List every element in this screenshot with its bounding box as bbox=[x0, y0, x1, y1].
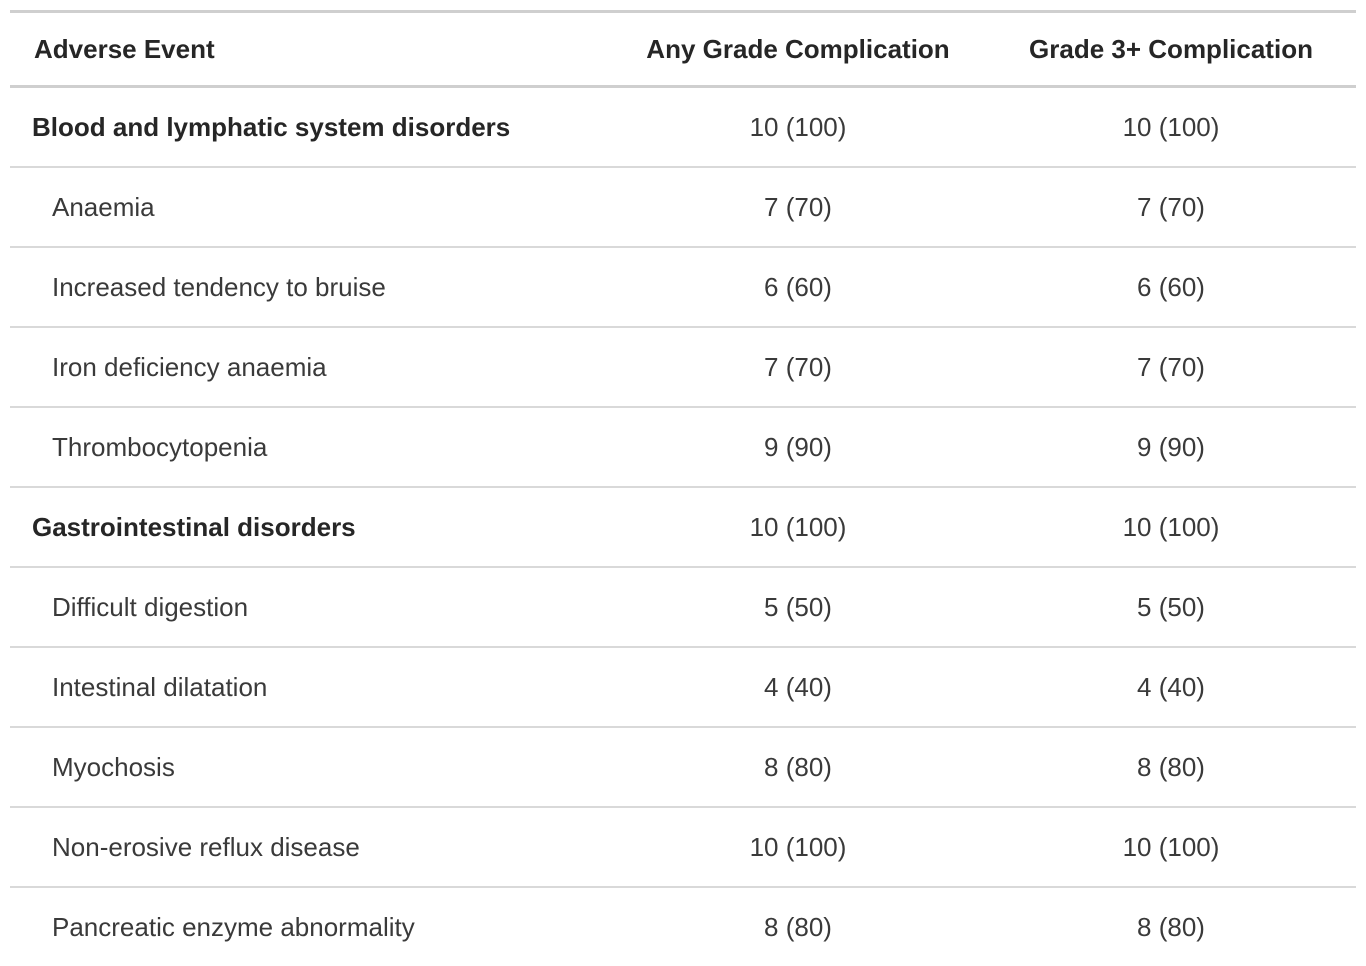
adverse-event-cell: Pancreatic enzyme abnormality bbox=[52, 912, 415, 942]
item-row: Non-erosive reflux disease 10 (100) 10 (10… bbox=[10, 807, 1356, 888]
any-grade-value-cell: 4 (40) bbox=[610, 647, 986, 728]
item-row: Intestinal dilatation 4 (40) 4 (40) bbox=[10, 647, 1356, 728]
item-row: Iron deficiency anaemia 7 (70) 7 (70) bbox=[10, 327, 1356, 408]
any-grade-value-cell: 10 (100) bbox=[610, 487, 986, 568]
item-row: Increased tendency to bruise 6 (60) 6 (60) bbox=[10, 247, 1356, 328]
item-row: Anaemia 7 (70) 7 (70) bbox=[10, 167, 1356, 248]
table-body: Blood and lymphatic system disorders 10 (… bbox=[10, 86, 1356, 966]
grade-3-plus-value-cell: 8 (80) bbox=[986, 727, 1356, 808]
any-grade-value-cell: 5 (50) bbox=[610, 567, 986, 648]
column-header-grade-3-plus-complication: Grade 3+ Complication bbox=[986, 11, 1356, 88]
adverse-event-cell: Intestinal dilatation bbox=[10, 647, 610, 728]
table-header: Adverse Event Any Grade Complication Gra… bbox=[10, 11, 1356, 88]
adverse-event-cell: Thrombocytopenia bbox=[10, 407, 610, 488]
any-grade-value-cell: 7 (70) bbox=[610, 327, 986, 408]
grade-3-plus-value-cell: 7 (70) bbox=[986, 327, 1356, 408]
adverse-event-cell: Gastrointestinal disorders bbox=[10, 487, 610, 568]
header-row: Adverse Event Any Grade Complication Gra… bbox=[10, 11, 1356, 88]
grade-3-plus-value-cell: 10 (100) bbox=[986, 86, 1356, 168]
column-header-any-grade-complication: Any Grade Complication bbox=[610, 11, 986, 88]
any-grade-value-cell: 8 (80) bbox=[764, 912, 832, 942]
any-grade-value-cell: 10 (100) bbox=[610, 807, 986, 888]
grade-3-plus-value-cell: 6 (60) bbox=[986, 247, 1356, 328]
group-row: Blood and lymphatic system disorders 10 (… bbox=[10, 86, 1356, 168]
adverse-event-cell: Difficult digestion bbox=[10, 567, 610, 648]
grade-3-plus-value-cell: 10 (100) bbox=[986, 807, 1356, 888]
grade-3-plus-value-cell: 4 (40) bbox=[986, 647, 1356, 728]
any-grade-value-cell: 8 (80) bbox=[610, 727, 986, 808]
adverse-event-cell: Non-erosive reflux disease bbox=[10, 807, 610, 888]
adverse-event-cell: Iron deficiency anaemia bbox=[10, 327, 610, 408]
any-grade-value-cell: 10 (100) bbox=[610, 86, 986, 168]
any-grade-value-cell: 9 (90) bbox=[610, 407, 986, 488]
grade-3-plus-value-cell: 7 (70) bbox=[986, 167, 1356, 248]
item-row: Thrombocytopenia 9 (90) 9 (90) bbox=[10, 407, 1356, 488]
grade-3-plus-value-cell: 8 (80) bbox=[1137, 912, 1205, 942]
grade-3-plus-value-cell: 10 (100) bbox=[986, 487, 1356, 568]
any-grade-value-cell: 6 (60) bbox=[610, 247, 986, 328]
grade-3-plus-value-cell: 9 (90) bbox=[986, 407, 1356, 488]
adverse-events-table: Adverse Event Any Grade Complication Gra… bbox=[10, 10, 1356, 966]
item-row: Difficult digestion 5 (50) 5 (50) bbox=[10, 567, 1356, 648]
adverse-event-cell: Anaemia bbox=[10, 167, 610, 248]
group-row: Gastrointestinal disorders 10 (100) 10 (10… bbox=[10, 487, 1356, 568]
grade-3-plus-value-cell: 5 (50) bbox=[986, 567, 1356, 648]
item-row: Pancreatic enzyme abnormality 8 (80) 8 (80… bbox=[10, 887, 1356, 966]
adverse-event-cell: Myochosis bbox=[10, 727, 610, 808]
column-header-adverse-event: Adverse Event bbox=[10, 11, 610, 88]
any-grade-value-cell: 7 (70) bbox=[610, 167, 986, 248]
adverse-event-cell: Blood and lymphatic system disorders bbox=[10, 86, 610, 168]
adverse-event-cell: Increased tendency to bruise bbox=[10, 247, 610, 328]
item-row: Myochosis 8 (80) 8 (80) bbox=[10, 727, 1356, 808]
